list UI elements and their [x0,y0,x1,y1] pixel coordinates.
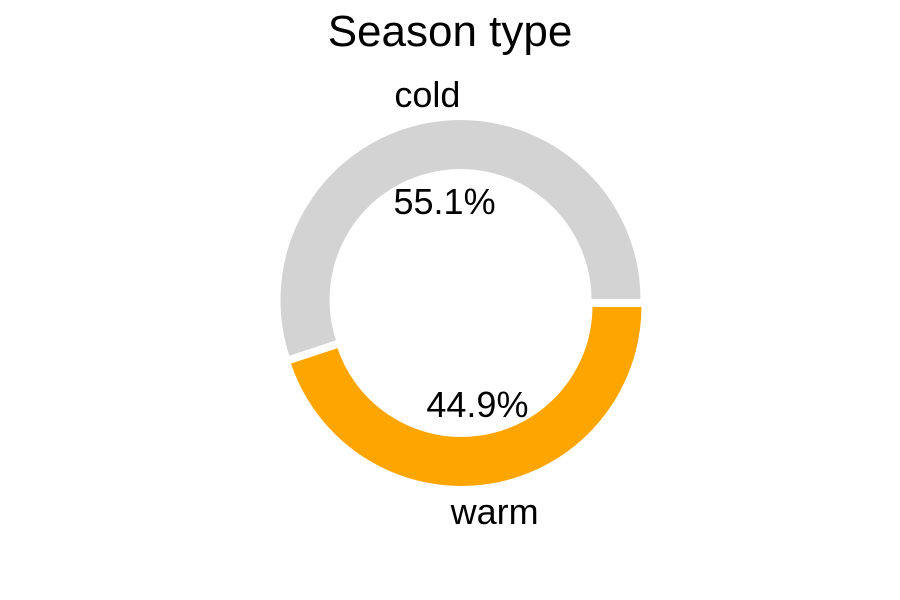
slice-label-warm: warm [450,491,539,532]
chart-title: Season type [327,7,573,56]
slice-label-cold: cold [394,74,460,115]
slice-warm [288,304,644,488]
pct-label-cold: 55.1% [394,181,496,222]
slice-cold [278,118,643,359]
pct-label-warm: 44.9% [426,384,528,425]
